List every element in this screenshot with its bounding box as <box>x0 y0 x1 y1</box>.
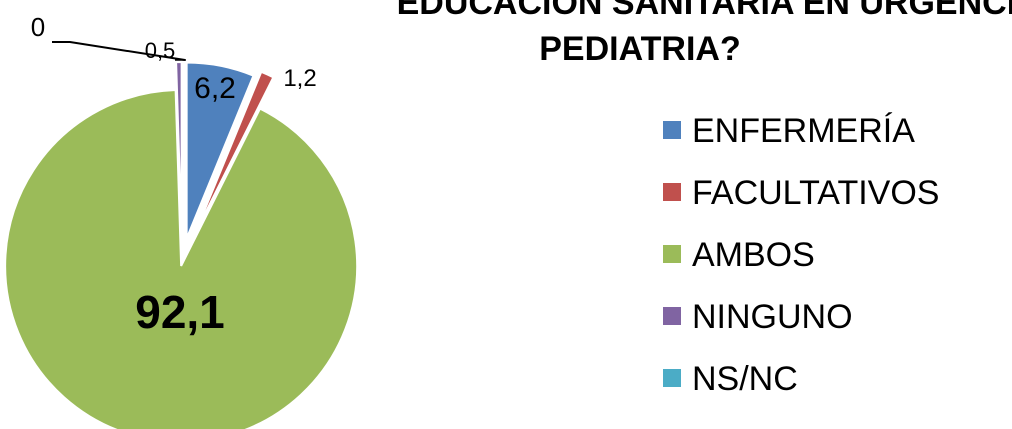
data-label: 92,1 <box>135 286 225 338</box>
pie-slice <box>185 61 255 239</box>
leader-line <box>52 41 186 61</box>
legend-label: FACULTATIVOS <box>692 174 939 212</box>
chart-title: PEDIATRIA? <box>539 30 740 68</box>
data-label: 6,2 <box>194 72 236 105</box>
legend-swatch <box>663 183 681 201</box>
legend-label: ENFERMERÍA <box>692 112 915 150</box>
legend-swatch <box>663 307 681 325</box>
legend-label: AMBOS <box>692 236 815 274</box>
chart-title: EDUCACIÓN SANITARIA EN URGENCIAS <box>397 0 1012 22</box>
pie-slice <box>175 61 183 239</box>
legend-swatch <box>663 121 681 139</box>
legend-swatch <box>663 245 681 263</box>
data-label: 0,5 <box>145 38 176 63</box>
legend-swatch <box>663 369 681 387</box>
data-label: 1,2 <box>283 65 316 92</box>
pie-slice <box>4 88 359 429</box>
legend-label: NS/NC <box>692 360 798 398</box>
pie-slice <box>193 70 275 236</box>
legend-label: NINGUNO <box>692 298 853 336</box>
data-label: 0 <box>31 12 45 42</box>
